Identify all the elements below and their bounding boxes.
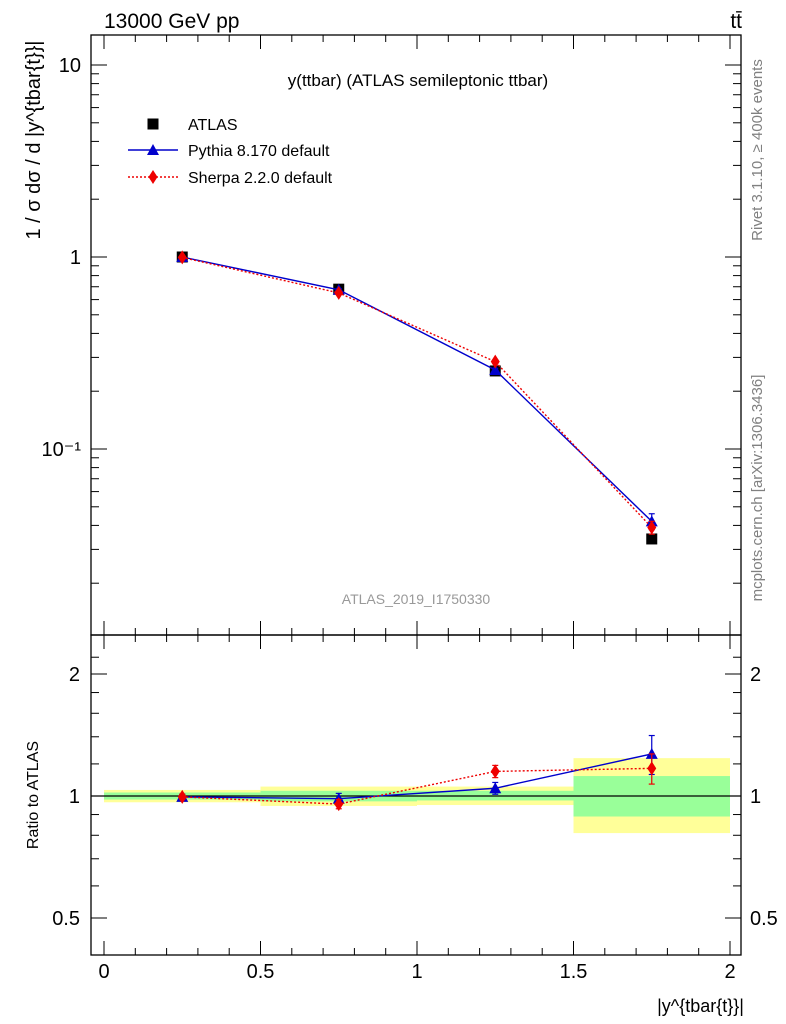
data-point bbox=[177, 250, 187, 265]
legend-marker bbox=[147, 144, 159, 155]
main-y-ticks: 10 1 10⁻¹ bbox=[42, 35, 741, 635]
legend-label: Pythia 8.170 default bbox=[188, 143, 330, 160]
legend-label: Sherpa 2.2.0 default bbox=[188, 170, 333, 187]
legend-marker bbox=[148, 170, 158, 184]
data-point bbox=[490, 764, 500, 779]
legend-label: ATLAS bbox=[188, 117, 238, 134]
chart-title: y(ttbar) (ATLAS semileptonic ttbar) bbox=[288, 71, 548, 90]
ratio-y-tick-label: 2 bbox=[69, 664, 80, 686]
data-point bbox=[647, 520, 657, 535]
data-point bbox=[489, 782, 502, 794]
legend: ATLAS Pythia 8.170 default Sherpa 2.2.0 de… bbox=[128, 117, 333, 187]
mcplots-label: mcplots.cern.ch [arXiv:1306.3436] bbox=[749, 375, 766, 602]
x-tick-label: 1.5 bbox=[560, 961, 588, 983]
ratio-y-tick-label: 2 bbox=[750, 664, 761, 686]
data-point bbox=[334, 285, 344, 300]
x-tick-label: 0.5 bbox=[247, 961, 275, 983]
process-label: tt̄ bbox=[730, 10, 742, 33]
energy-label: 13000 GeV pp bbox=[104, 10, 239, 33]
rivet-label: Rivet 3.1.10, ≥ 400k events bbox=[749, 59, 766, 241]
x-axis-label: |y^{tbar{t}}| bbox=[657, 996, 744, 1016]
legend-marker bbox=[147, 118, 159, 130]
series-line bbox=[182, 753, 652, 800]
data-point bbox=[490, 354, 500, 369]
series-line bbox=[182, 256, 653, 522]
series-line bbox=[182, 767, 652, 805]
ratio-bands bbox=[91, 758, 741, 834]
y-tick-label: 10 bbox=[59, 55, 81, 77]
ratio-y-tick-label: 1 bbox=[69, 786, 80, 808]
y-tick-label: 10⁻¹ bbox=[42, 439, 82, 461]
ratio-y-tick-label: 0.5 bbox=[750, 908, 778, 930]
data-point bbox=[177, 789, 187, 804]
ratio-y-tick-label: 0.5 bbox=[52, 908, 80, 930]
series-line bbox=[182, 256, 653, 528]
ratio-y-axis-label: Ratio to ATLAS bbox=[25, 741, 42, 849]
ratio-panel-frame bbox=[90, 634, 742, 956]
watermark: ATLAS_2019_I1750330 bbox=[342, 591, 491, 607]
ratio-series-layer bbox=[176, 734, 658, 812]
x-tick-label: 0 bbox=[98, 961, 109, 983]
main-y-axis-label: 1 / σ dσ / d |y^{tbar{t}}| bbox=[23, 40, 45, 239]
main-series-layer bbox=[176, 250, 658, 545]
data-point bbox=[647, 761, 657, 776]
data-point bbox=[646, 533, 658, 545]
data-point bbox=[334, 797, 344, 812]
y-tick-label: 1 bbox=[70, 247, 81, 269]
ratio-ticks: 0 0.5 1 1.5 2 2 2 1 1 0.5 0.5 bbox=[52, 635, 778, 983]
ratio-y-tick-label: 1 bbox=[750, 786, 761, 808]
ratio-frame-box bbox=[90, 634, 742, 956]
x-tick-label: 2 bbox=[724, 961, 735, 983]
data-point bbox=[489, 363, 502, 375]
x-tick-label: 1 bbox=[411, 961, 422, 983]
